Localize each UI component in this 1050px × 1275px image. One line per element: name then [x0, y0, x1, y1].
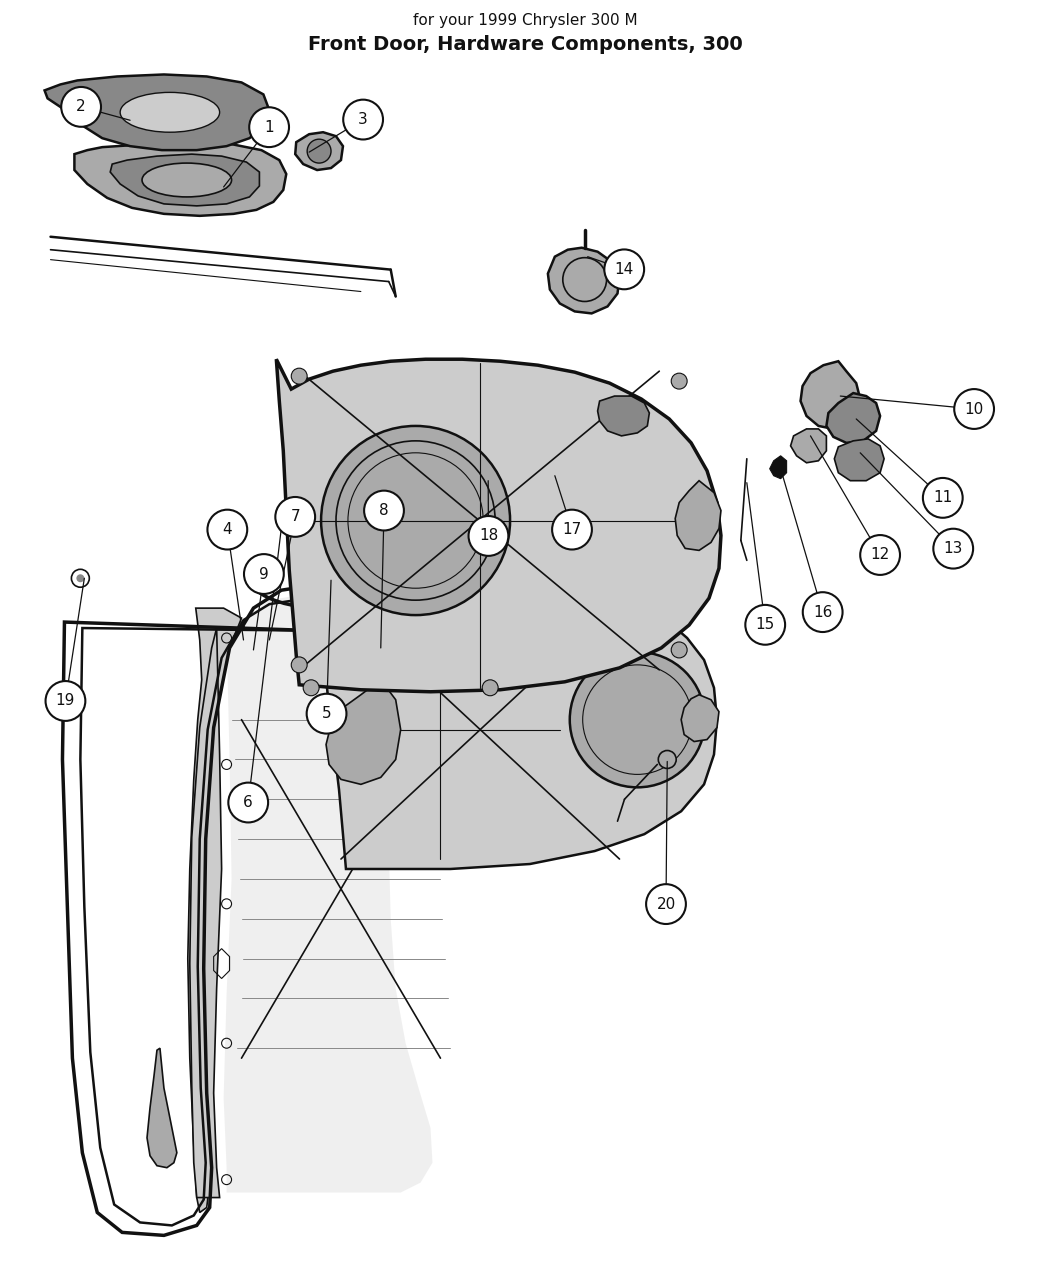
Text: 1: 1	[265, 120, 274, 135]
Polygon shape	[110, 154, 259, 205]
Circle shape	[570, 652, 705, 788]
Text: 11: 11	[933, 491, 952, 505]
Polygon shape	[681, 695, 719, 742]
Text: 17: 17	[563, 521, 582, 537]
Polygon shape	[75, 143, 287, 215]
Circle shape	[803, 592, 842, 632]
Circle shape	[646, 884, 686, 924]
Circle shape	[208, 510, 247, 550]
Text: 12: 12	[870, 547, 889, 562]
Polygon shape	[548, 247, 620, 314]
Text: 4: 4	[223, 521, 232, 537]
Text: 9: 9	[259, 566, 269, 581]
Text: 6: 6	[244, 796, 253, 810]
Text: 8: 8	[379, 504, 388, 518]
Polygon shape	[597, 397, 649, 436]
Circle shape	[954, 389, 994, 428]
Text: 16: 16	[813, 604, 833, 620]
Polygon shape	[44, 74, 270, 150]
Text: for your 1999 Chrysler 300 M: for your 1999 Chrysler 300 M	[413, 13, 637, 28]
Ellipse shape	[120, 92, 219, 133]
Circle shape	[552, 510, 592, 550]
Text: 13: 13	[944, 541, 963, 556]
Polygon shape	[800, 361, 860, 428]
Circle shape	[61, 87, 101, 126]
Text: 14: 14	[614, 261, 634, 277]
Circle shape	[291, 657, 308, 673]
Circle shape	[321, 426, 510, 615]
Text: 15: 15	[756, 617, 775, 632]
Polygon shape	[826, 393, 880, 442]
Text: 3: 3	[358, 112, 367, 128]
Polygon shape	[327, 680, 401, 784]
Circle shape	[746, 604, 785, 645]
Circle shape	[77, 574, 84, 583]
Polygon shape	[295, 133, 343, 170]
Circle shape	[307, 694, 346, 733]
Circle shape	[605, 250, 644, 289]
Text: 5: 5	[321, 706, 332, 722]
Text: 19: 19	[56, 694, 76, 709]
Circle shape	[45, 681, 85, 720]
Circle shape	[249, 107, 289, 147]
Polygon shape	[188, 608, 242, 1213]
Circle shape	[671, 374, 687, 389]
Polygon shape	[224, 592, 433, 1192]
Polygon shape	[276, 360, 721, 692]
Circle shape	[275, 497, 315, 537]
Circle shape	[291, 368, 308, 384]
Text: Front Door, Hardware Components, 300: Front Door, Hardware Components, 300	[308, 36, 742, 54]
Circle shape	[482, 680, 498, 696]
Circle shape	[244, 555, 284, 594]
Circle shape	[671, 643, 687, 658]
Circle shape	[860, 536, 900, 575]
Circle shape	[933, 529, 973, 569]
Ellipse shape	[142, 163, 232, 196]
Circle shape	[228, 783, 268, 822]
Text: 10: 10	[965, 402, 984, 417]
Polygon shape	[316, 575, 717, 870]
Circle shape	[343, 99, 383, 139]
Circle shape	[364, 491, 404, 530]
Polygon shape	[675, 481, 721, 551]
Polygon shape	[190, 629, 222, 1197]
Polygon shape	[835, 439, 884, 481]
Circle shape	[468, 516, 508, 556]
Circle shape	[658, 751, 676, 769]
Polygon shape	[770, 455, 786, 478]
Circle shape	[303, 680, 319, 696]
Text: 18: 18	[479, 528, 498, 543]
Text: 20: 20	[656, 896, 675, 912]
Text: 2: 2	[77, 99, 86, 115]
Polygon shape	[791, 428, 826, 463]
Text: 7: 7	[291, 510, 300, 524]
Polygon shape	[147, 1048, 176, 1168]
Circle shape	[923, 478, 963, 518]
Circle shape	[308, 139, 331, 163]
